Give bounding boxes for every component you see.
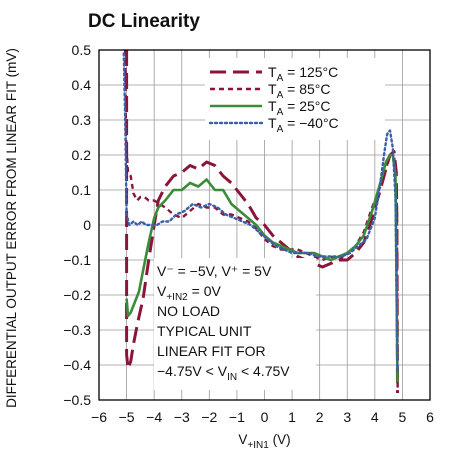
x-tick-label: −5 — [119, 409, 135, 425]
annotation-line: LINEAR FIT FOR — [157, 343, 266, 359]
series-layer — [122, 49, 399, 394]
y-tick-label: −0.1 — [63, 252, 91, 268]
x-tick-labels: −6 −5 −4 −3 −2 −1 0 1 2 3 4 5 6 — [91, 409, 434, 425]
x-tick-label: −2 — [201, 409, 217, 425]
x-tick-label: 5 — [399, 409, 407, 425]
y-tick-label: −0.5 — [63, 392, 91, 408]
y-tick-label: −0.2 — [63, 287, 91, 303]
y-tick-label: 0.1 — [72, 182, 92, 198]
y-tick-label: 0.4 — [72, 77, 92, 93]
annotation-background — [154, 258, 316, 390]
legend-label: TA = 25°C — [268, 98, 330, 118]
series-line — [122, 52, 399, 374]
x-tick-label: 2 — [316, 409, 324, 425]
x-tick-label: −4 — [146, 409, 162, 425]
annotation-line: V⁻ = −5V, V⁺ = 5V — [157, 263, 272, 279]
x-tick-label: −1 — [229, 409, 245, 425]
annotation-line: NO LOAD — [157, 303, 220, 319]
y-tick-label: −0.3 — [63, 322, 91, 338]
annotation-line: −4.75V < VIN < 4.75V — [157, 363, 290, 383]
y-tick-labels: 0.5 0.4 0.3 0.2 0.1 0 −0.1 −0.2 −0.3 −0.4 −0.5 — [63, 42, 91, 408]
annotation-line: TYPICAL UNIT — [157, 323, 252, 339]
series-line — [125, 50, 399, 394]
y-axis-label: DIFFERENTIAL OUTPUT ERROR FROM LINEAR FI… — [4, 48, 19, 408]
x-tick-label: 3 — [343, 409, 351, 425]
y-tick-label: 0 — [83, 217, 91, 233]
legend-label: TA = 125°C — [268, 64, 338, 84]
annotation-line: V+IN2 = 0V — [157, 283, 221, 303]
x-tick-label: 0 — [261, 409, 269, 425]
plot-frame — [98, 49, 431, 401]
y-tick-label: −0.4 — [63, 357, 91, 373]
x-tick-label: −6 — [91, 409, 107, 425]
legend: TA = 125°CTA = 85°CTA = 25°CTA = −40°C — [208, 64, 339, 135]
x-tick-label: 4 — [371, 409, 379, 425]
x-tick-label: 6 — [426, 409, 434, 425]
x-tick-label: −3 — [174, 409, 190, 425]
y-tick-label: 0.5 — [72, 42, 92, 58]
chart-title: DC Linearity — [88, 11, 200, 32]
x-tick-label: 1 — [288, 409, 296, 425]
legend-label: TA = −40°C — [268, 115, 339, 135]
y-tick-label: 0.2 — [72, 147, 92, 163]
x-axis-label: V+IN1 (V) — [238, 432, 290, 451]
legend-label: TA = 85°C — [268, 81, 330, 101]
y-tick-label: 0.3 — [72, 112, 92, 128]
